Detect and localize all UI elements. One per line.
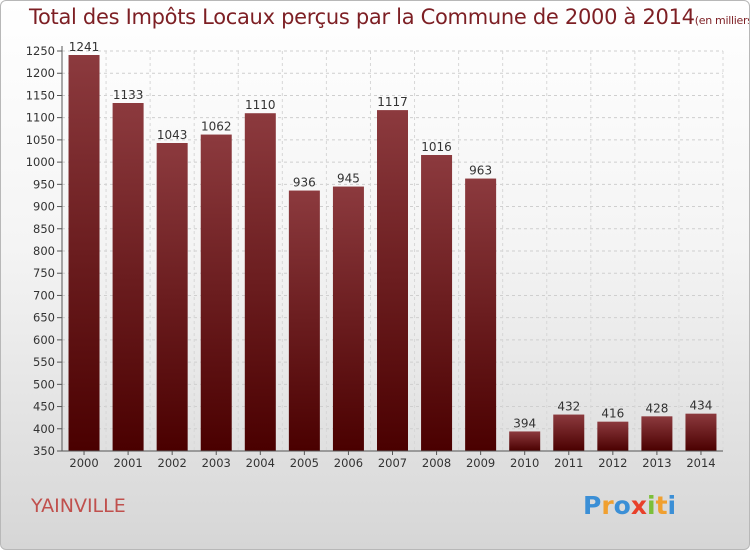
y-tick-label: 1250 [26,44,55,58]
value-label-2005: 936 [293,176,316,190]
x-tick-label-2010: 2010 [510,456,539,470]
x-tick-label-2001: 2001 [113,456,142,470]
x-tick-label-2000: 2000 [69,456,98,470]
bar-2008 [421,155,453,451]
value-label-2006: 945 [337,172,360,186]
y-tick-label: 750 [33,266,55,280]
y-tick-label: 1100 [26,111,55,125]
y-tick-label: 850 [33,222,55,236]
value-label-2000: 1241 [69,40,100,54]
value-label-2002: 1043 [157,128,188,142]
x-tick-label-2002: 2002 [158,456,187,470]
bar-2003 [200,134,232,452]
axis-layer: 350 400 450 500 550 600 650 700 750 800 850 900 950 1… [26,40,723,470]
x-tick-label-2013: 2013 [642,456,671,470]
y-tick-label: 1150 [26,88,55,102]
y-tick-label: 500 [33,377,55,391]
bar-2001 [112,103,144,451]
value-label-2012: 416 [601,407,624,421]
value-label-2010: 394 [513,416,536,430]
x-tick-label-2006: 2006 [334,456,363,470]
chart-subtitle: (en milliers d'€) [694,14,750,27]
bar-2009 [465,178,497,452]
value-label-2011: 432 [557,400,580,414]
y-tick-label: 550 [33,355,55,369]
value-label-2014: 434 [690,399,713,413]
y-tick-label: 700 [33,288,55,302]
logo-letter: t [655,491,668,520]
x-tick-label-2004: 2004 [246,456,275,470]
y-tick-label: 1050 [26,133,55,147]
commune-name: YAINVILLE [31,495,126,517]
x-tick-label-2003: 2003 [202,456,231,470]
x-tick-label-2008: 2008 [422,456,451,470]
bar-2006 [332,186,364,452]
y-tick-label: 400 [33,422,55,436]
bar-layer [68,55,717,452]
y-tick-label: 350 [33,444,55,458]
chart-title-text: Total des Impôts Locaux perçus par la Co… [29,5,695,29]
value-label-2003: 1062 [201,120,232,134]
bar-2011 [553,414,585,451]
logo-letter: o [613,491,631,520]
x-tick-label-2009: 2009 [466,456,495,470]
bar-2010 [509,431,541,451]
y-tick-label: 900 [33,200,55,214]
x-tick-label-2007: 2007 [378,456,407,470]
value-label-2004: 1110 [245,98,276,112]
y-tick-label: 650 [33,311,55,325]
y-tick-label: 1000 [26,155,55,169]
value-label-2007: 1117 [377,95,408,109]
bar-2013 [641,416,673,451]
proxiti-logo[interactable]: Proxiti [583,491,676,520]
logo-letter: i [667,491,677,520]
bar-2005 [288,190,320,452]
x-tick-label-2005: 2005 [290,456,319,470]
x-tick-label-2014: 2014 [686,456,715,470]
value-label-2013: 428 [645,401,668,415]
bar-2002 [156,143,188,451]
y-tick-label: 800 [33,244,55,258]
x-tick-label-2011: 2011 [554,456,583,470]
bar-2004 [244,113,276,451]
bar-2007 [377,110,408,451]
logo-letter: i [647,491,656,520]
bar-2012 [597,421,629,451]
logo-letter: P [583,491,602,520]
logo-letter: x [630,491,647,520]
chart-title: Total des Impôts Locaux perçus par la Co… [29,5,750,29]
y-tick-label: 450 [33,400,55,414]
x-tick-label-2012: 2012 [598,456,627,470]
y-tick-label: 1200 [26,66,55,80]
y-tick-label: 950 [33,177,55,191]
y-tick-label: 600 [33,333,55,347]
value-label-2001: 1133 [113,88,144,102]
value-label-2009: 963 [469,164,492,178]
bar-2014 [685,413,717,451]
bar-2000 [68,55,100,451]
logo-letter: r [601,491,614,520]
value-label-2008: 1016 [421,140,452,154]
